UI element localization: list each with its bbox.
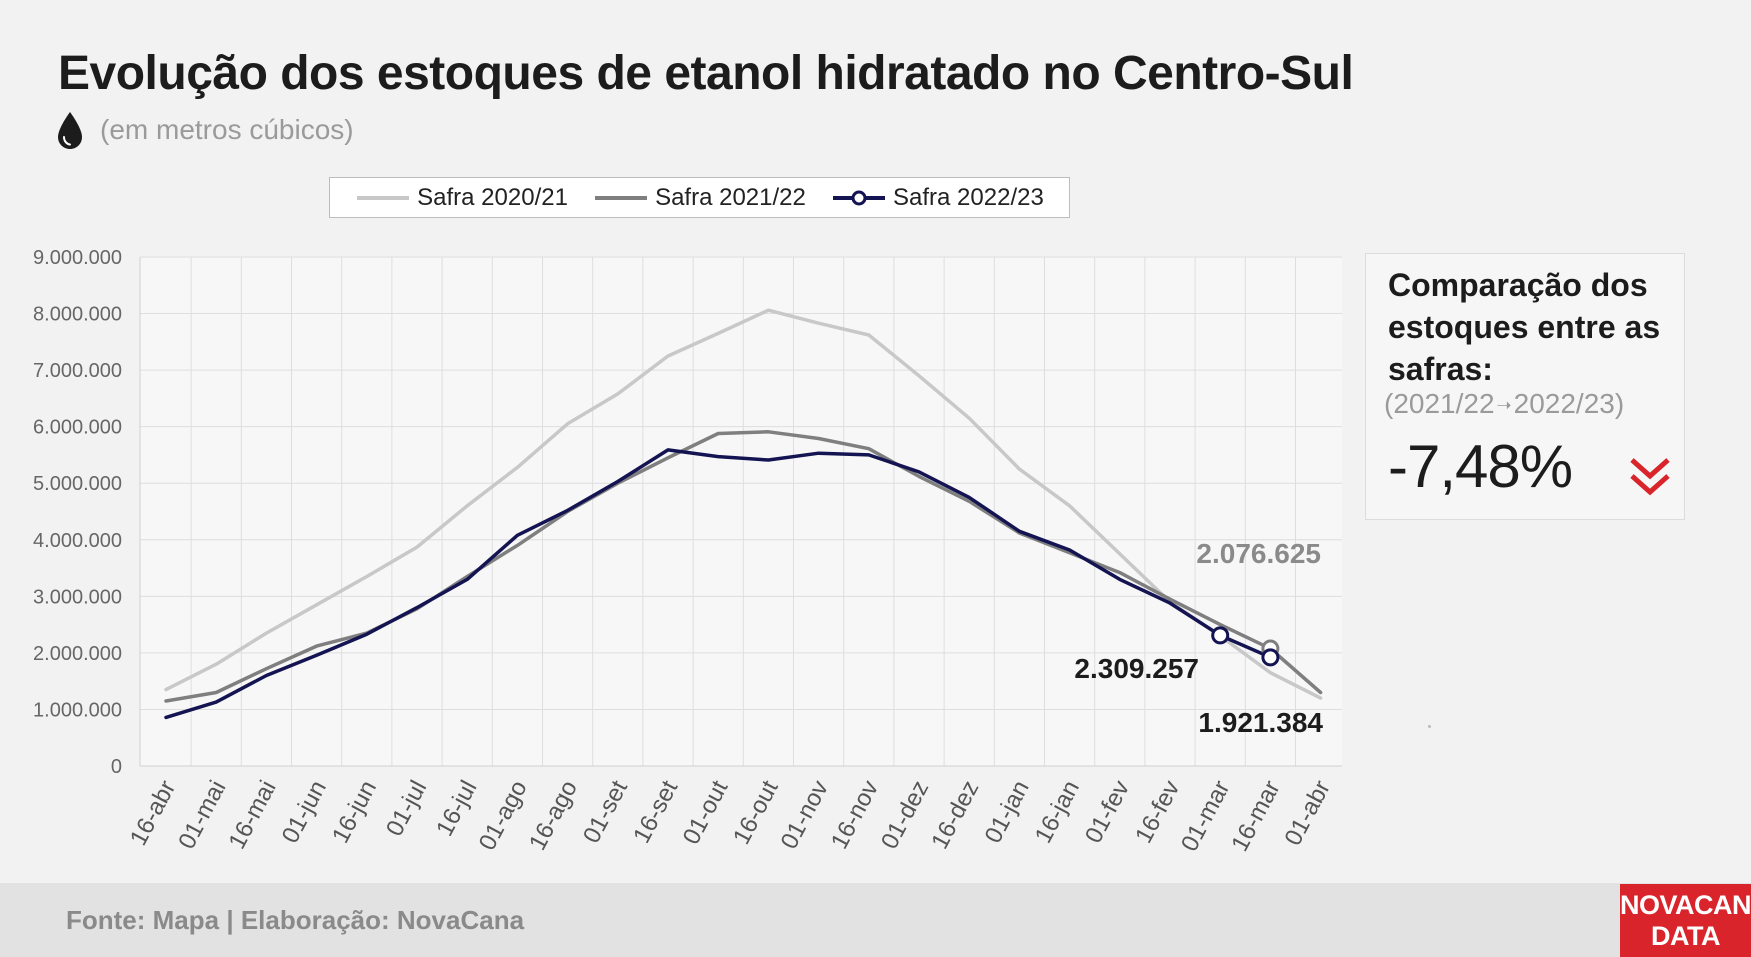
y-tick-label: 9.000.000 xyxy=(33,247,122,269)
x-tick-label: 01-jul xyxy=(381,776,432,841)
series-line-------2022-23 xyxy=(164,448,1273,720)
x-tick-label: 16-jan xyxy=(1030,776,1085,848)
double-chevron-down-icon xyxy=(1630,458,1670,496)
legend-label: Safra 2021/22 xyxy=(655,183,806,211)
y-tick-label: 6.000.000 xyxy=(33,417,122,439)
y-tick-label: 0 xyxy=(111,756,122,778)
footer: Fonte: Mapa | Elaboração: NovaCana xyxy=(0,883,1751,957)
legend-swatch xyxy=(357,195,410,200)
x-tick-label: 16-mai xyxy=(223,776,281,853)
x-tick-label: 16-fev xyxy=(1130,776,1185,848)
data-label: 2.076.625 xyxy=(1196,538,1321,569)
droplet-icon xyxy=(58,112,82,149)
x-tick-label: 16-set xyxy=(628,776,683,848)
y-tick-label: 2.000.000 xyxy=(33,643,122,665)
x-tick-label: 01-set xyxy=(578,776,633,848)
data-label: 1.921.384 xyxy=(1198,707,1323,738)
comparison-title: Comparação dos estoques entre as safras: xyxy=(1388,267,1661,387)
series-line-------2021-22 xyxy=(164,430,1323,703)
line-chart: 0 1.000.000 2.000.000 3.000.000 4.000.000 5.0… xyxy=(33,247,1342,856)
x-tick-label: 01-fev xyxy=(1080,776,1135,848)
x-tick-label: 16-dez xyxy=(926,776,984,853)
y-tick-label: 3.000.000 xyxy=(33,586,122,608)
data-point-marker xyxy=(1261,648,1280,667)
y-tick-label: 4.000.000 xyxy=(33,530,122,552)
x-tick-label: 16-mar xyxy=(1226,776,1286,856)
x-tick-label: 01-abr xyxy=(1279,776,1335,850)
x-tick-label: 16-abr xyxy=(125,776,181,850)
legend-item-safra-2020-21: Safra 2020/21 xyxy=(355,184,568,212)
brand-line-2: DATA xyxy=(1651,920,1720,951)
source-text: Fonte: Mapa | Elaboração: NovaCana xyxy=(66,905,525,935)
chart-subtitle: (em metros cúbicos) xyxy=(100,114,354,145)
x-tick-label: 01-out xyxy=(678,776,734,849)
legend-label: Safra 2020/21 xyxy=(417,183,568,211)
comparison-period: (2021/22 ➝2022/23) xyxy=(1384,388,1624,420)
x-tick-label: 16-out xyxy=(728,776,784,849)
y-tick-label: 5.000.000 xyxy=(33,473,122,495)
comparison-box: Comparação dos estoques entre as safras:… xyxy=(1365,253,1685,520)
data-point-marker xyxy=(1211,626,1230,645)
x-tick-label: 16-jul xyxy=(431,776,482,841)
y-tick-label: 8.000.000 xyxy=(33,304,122,326)
x-tick-label: 01-nov xyxy=(776,776,834,853)
legend-swatch xyxy=(833,190,886,205)
comparison-value: -7,48% xyxy=(1388,433,1573,500)
y-tick-label: 1.000.000 xyxy=(33,699,122,721)
chart-legend: Safra 2020/21 Safra 2021/22 Safra 2022/2… xyxy=(329,177,1070,218)
x-tick-label: 01-dez xyxy=(876,776,934,853)
brand-logo: NOVACANA DATA xyxy=(1620,884,1751,957)
legend-item-safra-2021-22: Safra 2021/22 xyxy=(593,184,806,212)
decorative-dot xyxy=(1428,725,1431,728)
x-tick-label: 01-mai xyxy=(173,776,231,853)
comparison-from: (2021/22 xyxy=(1384,388,1495,419)
subtitle-row: (em metros cúbicos) xyxy=(56,110,354,150)
arrow-right-icon: ➝ xyxy=(1496,395,1512,416)
series-line-------2020-21 xyxy=(164,308,1323,700)
data-label: 2.309.257 xyxy=(1074,653,1199,684)
legend-label: Safra 2022/23 xyxy=(893,183,1044,211)
x-tick-label: 01-jun xyxy=(277,776,332,848)
legend-item-safra-2022-23: Safra 2022/23 xyxy=(831,184,1044,212)
brand-line-1: NOVACANA xyxy=(1620,889,1751,920)
chart-title: Evolução dos estoques de etanol hidratad… xyxy=(58,47,1354,100)
x-tick-label: 16-jun xyxy=(327,776,382,848)
plot-area xyxy=(140,257,1342,766)
legend-swatch xyxy=(595,195,648,200)
x-tick-label: 01-jan xyxy=(980,776,1035,848)
comparison-to: 2022/23) xyxy=(1513,388,1625,419)
x-tick-label: 16-nov xyxy=(826,776,884,853)
y-tick-label: 7.000.000 xyxy=(33,360,122,382)
x-tick-label: 16-ago xyxy=(524,776,583,855)
